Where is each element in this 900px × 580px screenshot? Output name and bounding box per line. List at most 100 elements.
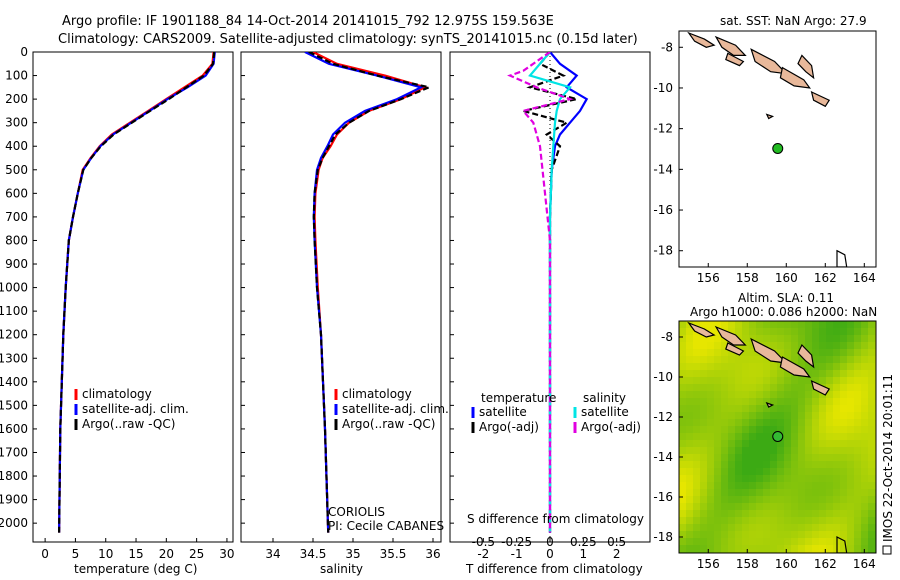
sla-cell: [840, 412, 847, 419]
sla-cell: [686, 531, 693, 538]
sla-cell: [812, 321, 819, 328]
sla-cell: [721, 356, 728, 363]
sla-cell: [742, 454, 749, 461]
sla-cell: [854, 363, 861, 370]
sla-cell: [763, 356, 770, 363]
sla-cell: [714, 356, 721, 363]
sla-cell: [770, 391, 777, 398]
sla-cell: [777, 475, 784, 482]
sla-cell: [707, 482, 714, 489]
sla-cell: [784, 489, 791, 496]
sla-cell: [749, 391, 756, 398]
sla-cell: [854, 356, 861, 363]
sla-cell: [833, 426, 840, 433]
sla-cell: [735, 370, 742, 377]
sla-cell: [700, 335, 707, 342]
sla-cell: [735, 524, 742, 531]
x-tick-label: 164: [853, 557, 876, 571]
sla-cell: [707, 426, 714, 433]
sla-cell: [707, 454, 714, 461]
sla-cell: [714, 503, 721, 510]
sla-cell: [714, 538, 721, 545]
sla-cell: [707, 363, 714, 370]
sla-cell: [770, 321, 777, 328]
sla-cell: [798, 426, 805, 433]
sla-cell: [686, 468, 693, 475]
sla-cell: [805, 489, 812, 496]
sla-cell: [791, 342, 798, 349]
sla-cell: [784, 433, 791, 440]
series-line-2: [308, 52, 433, 533]
sla-cell: [812, 447, 819, 454]
sla-cell: [735, 475, 742, 482]
sla-cell: [728, 377, 735, 384]
sla-cell: [805, 370, 812, 377]
sla-cell: [679, 377, 686, 384]
y-tick-label: 800: [5, 233, 28, 247]
sla-cell: [686, 412, 693, 419]
sla-cell: [756, 454, 763, 461]
sla-cell: [700, 398, 707, 405]
sla-cell: [770, 363, 777, 370]
sla-cell: [840, 489, 847, 496]
sla-cell: [700, 342, 707, 349]
sla-cell: [721, 538, 728, 545]
sla-cell: [686, 363, 693, 370]
sla-cell: [819, 377, 826, 384]
sla-cell: [749, 419, 756, 426]
island-shape: [836, 249, 848, 267]
sla-cell: [742, 356, 749, 363]
sla-cell: [791, 545, 798, 552]
sla-cell: [777, 384, 784, 391]
sla-cell: [791, 489, 798, 496]
sla-cell: [728, 370, 735, 377]
sla-cell: [763, 517, 770, 524]
sla-cell: [854, 440, 861, 447]
sla-cell: [714, 419, 721, 426]
sla-cell: [840, 503, 847, 510]
sla-cell: [812, 419, 819, 426]
sla-cell: [770, 531, 777, 538]
sla-cell: [693, 335, 700, 342]
sla-cell: [791, 447, 798, 454]
sla-cell: [728, 468, 735, 475]
sla-cell: [784, 321, 791, 328]
sla-cell: [714, 377, 721, 384]
sla-cell: [819, 342, 826, 349]
sla-cell: [798, 545, 805, 552]
sla-cell: [770, 440, 777, 447]
sla-cell: [840, 405, 847, 412]
sla-cell: [707, 349, 714, 356]
sla-cell: [770, 489, 777, 496]
sla-cell: [798, 496, 805, 503]
sla-cell: [819, 335, 826, 342]
sla-cell: [763, 503, 770, 510]
sla-cell: [770, 370, 777, 377]
sla-cell: [826, 356, 833, 363]
sla-cell: [700, 538, 707, 545]
sla-cell: [686, 447, 693, 454]
sla-cell: [749, 335, 756, 342]
sla-cell: [826, 482, 833, 489]
sla-cell: [777, 545, 784, 552]
sla-cell: [826, 454, 833, 461]
sla-cell: [861, 440, 868, 447]
sla-cell: [833, 335, 840, 342]
sla-cell: [707, 531, 714, 538]
sla-cell: [812, 356, 819, 363]
sla-cell: [700, 384, 707, 391]
sla-cell: [840, 545, 847, 552]
sla-cell: [770, 524, 777, 531]
sla-cell: [784, 531, 791, 538]
sla-cell: [770, 545, 777, 552]
sla-cell: [763, 524, 770, 531]
y-tick-label: 900: [5, 257, 28, 271]
sla-cell: [721, 321, 728, 328]
sla-cell: [679, 489, 686, 496]
sla-cell: [693, 405, 700, 412]
sla-cell: [742, 482, 749, 489]
sla-cell: [693, 349, 700, 356]
sla-cell: [805, 335, 812, 342]
sla-cell: [847, 391, 854, 398]
sla-cell: [868, 538, 875, 545]
